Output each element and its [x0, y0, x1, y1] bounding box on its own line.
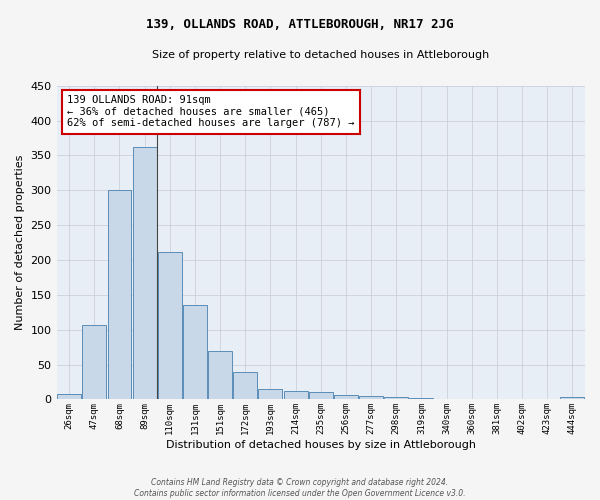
- Bar: [183, 306, 207, 400]
- Bar: [57, 394, 81, 400]
- Text: 139, OLLANDS ROAD, ATTLEBOROUGH, NR17 2JG: 139, OLLANDS ROAD, ATTLEBOROUGH, NR17 2J…: [146, 18, 454, 30]
- Bar: [409, 398, 433, 400]
- Bar: [385, 398, 408, 400]
- Bar: [309, 392, 333, 400]
- Bar: [434, 398, 458, 400]
- Bar: [82, 325, 106, 400]
- Text: 139 OLLANDS ROAD: 91sqm
← 36% of detached houses are smaller (465)
62% of semi-d: 139 OLLANDS ROAD: 91sqm ← 36% of detache…: [67, 95, 355, 128]
- Bar: [334, 394, 358, 400]
- Bar: [359, 396, 383, 400]
- Bar: [560, 396, 584, 400]
- Y-axis label: Number of detached properties: Number of detached properties: [15, 155, 25, 330]
- Bar: [133, 147, 157, 400]
- Bar: [259, 389, 283, 400]
- Title: Size of property relative to detached houses in Attleborough: Size of property relative to detached ho…: [152, 50, 490, 60]
- Bar: [233, 372, 257, 400]
- Bar: [107, 190, 131, 400]
- Bar: [208, 350, 232, 400]
- Bar: [284, 391, 308, 400]
- Bar: [158, 252, 182, 400]
- X-axis label: Distribution of detached houses by size in Attleborough: Distribution of detached houses by size …: [166, 440, 476, 450]
- Text: Contains HM Land Registry data © Crown copyright and database right 2024.
Contai: Contains HM Land Registry data © Crown c…: [134, 478, 466, 498]
